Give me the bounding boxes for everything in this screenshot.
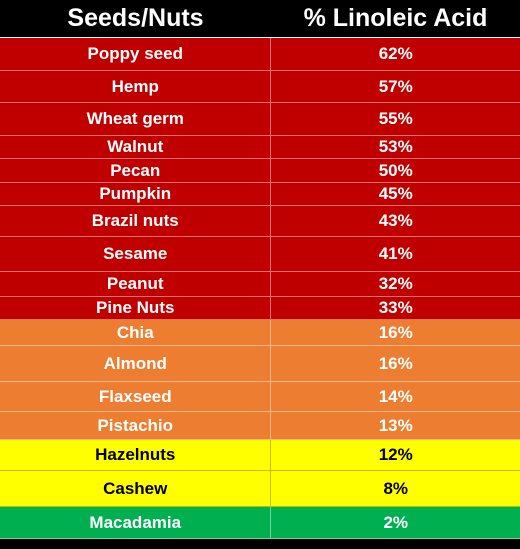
seed-name-cell: Peanut <box>0 272 272 296</box>
seed-name-cell: Pumpkin <box>0 183 272 205</box>
table-row: Pecan 50% <box>0 159 520 183</box>
table-row: Macadamia 2% <box>0 507 520 539</box>
seed-name-cell: Walnut <box>0 136 272 158</box>
header-linoleic-acid: % Linoleic Acid <box>303 4 488 32</box>
seed-name-cell: Pistachio <box>0 412 272 439</box>
table-row: Walnut 53% <box>0 136 520 159</box>
seed-name-cell: Hazelnuts <box>0 440 272 470</box>
linoleic-value-cell: 62% <box>378 44 413 63</box>
linoleic-value-cell: 41% <box>378 244 413 263</box>
linoleic-value-cell: 16% <box>378 353 413 373</box>
table-body: Poppy seed 62% Hemp 57% Wheat germ 55% Walnut 5… <box>0 38 520 539</box>
linoleic-value-cell: 13% <box>378 415 413 435</box>
table-row: Sesame 41% <box>0 237 520 272</box>
linoleic-value-cell: 16% <box>378 322 413 342</box>
table-row: Almond 16% <box>0 346 520 382</box>
table-row: Pistachio 13% <box>0 412 520 440</box>
table-row: Hemp 57% <box>0 71 520 103</box>
linoleic-value-cell: 12% <box>378 445 413 464</box>
seed-name-cell: Macadamia <box>0 507 272 538</box>
linoleic-value-cell: 2% <box>383 512 409 532</box>
table-row: Hazelnuts 12% <box>0 440 520 471</box>
table-row: Peanut 32% <box>0 272 520 297</box>
seed-name-cell: Flaxseed <box>0 382 272 411</box>
linoleic-value-cell: 55% <box>378 109 413 128</box>
linoleic-value-cell: 14% <box>378 386 413 406</box>
linoleic-value-cell: 45% <box>378 184 413 203</box>
table-row: Chia 16% <box>0 320 520 346</box>
linoleic-value-cell: 53% <box>378 137 413 156</box>
seed-name-cell: Chia <box>0 320 272 345</box>
seed-name-cell: Pine Nuts <box>0 297 272 319</box>
seed-name-cell: Cashew <box>0 471 272 506</box>
header-seeds-nuts: Seeds/Nuts <box>67 4 204 32</box>
table-row: Flaxseed 14% <box>0 382 520 412</box>
seed-name-cell: Poppy seed <box>0 38 272 70</box>
linoleic-value-cell: 32% <box>378 274 413 293</box>
seed-name-cell: Pecan <box>0 159 272 182</box>
table-row: Wheat germ 55% <box>0 103 520 136</box>
table-row: Pumpkin 45% <box>0 183 520 206</box>
seed-name-cell: Sesame <box>0 237 272 271</box>
seed-name-cell: Wheat germ <box>0 103 272 135</box>
table-row: Brazil nuts 43% <box>0 206 520 237</box>
seed-name-cell: Brazil nuts <box>0 206 272 236</box>
linoleic-value-cell: 33% <box>378 298 413 317</box>
linoleic-value-cell: 43% <box>378 211 413 230</box>
linoleic-value-cell: 8% <box>383 478 409 498</box>
table-header: Seeds/Nuts % Linoleic Acid <box>0 0 520 38</box>
table-row: Poppy seed 62% <box>0 38 520 71</box>
table-row: Pine Nuts 33% <box>0 297 520 320</box>
linoleic-value-cell: 50% <box>378 160 413 180</box>
seed-name-cell: Hemp <box>0 71 272 102</box>
linoleic-value-cell: 57% <box>378 76 413 96</box>
table-row: Cashew 8% <box>0 471 520 507</box>
seed-name-cell: Almond <box>0 346 272 381</box>
